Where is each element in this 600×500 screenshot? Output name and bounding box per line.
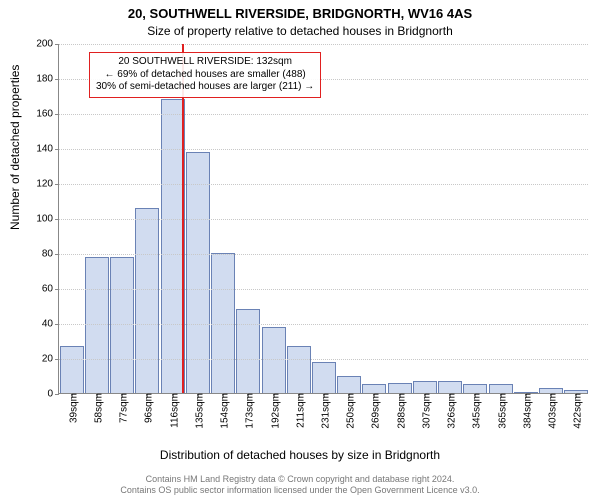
xtick-label: 250sqm [342,393,357,429]
ytick-label: 160 [36,109,59,120]
ytick-label: 180 [36,74,59,85]
xtick-label: 154sqm [216,393,231,429]
ytick-label: 200 [36,39,59,50]
ytick-label: 60 [42,284,59,295]
xtick-label: 384sqm [518,393,533,429]
plot-area: 02040608010012014016018020039sqm58sqm77s… [58,44,588,394]
histogram-bar [211,253,235,393]
histogram-bar [312,362,336,394]
ytick-label: 140 [36,144,59,155]
y-axis-label: Number of detached properties [8,65,22,230]
xtick-label: 326sqm [443,393,458,429]
histogram-bar [337,376,361,394]
histogram-bar [287,346,311,393]
xtick-label: 403sqm [544,393,559,429]
gridline [59,324,588,325]
ytick-label: 0 [47,389,59,400]
histogram-bar [489,384,513,393]
gridline [59,359,588,360]
annotation-line: 20 SOUTHWELL RIVERSIDE: 132sqm [96,56,314,69]
xtick-label: 422sqm [569,393,584,429]
histogram-bar [362,384,386,393]
chart-container: 20, SOUTHWELL RIVERSIDE, BRIDGNORTH, WV1… [0,0,600,500]
gridline [59,44,588,45]
xtick-label: 192sqm [266,393,281,429]
gridline [59,149,588,150]
gridline [59,184,588,185]
xtick-label: 173sqm [241,393,256,429]
ytick-label: 100 [36,214,59,225]
xtick-label: 39sqm [64,393,79,423]
annotation-line: 30% of semi-detached houses are larger (… [96,81,314,94]
histogram-bar [438,381,462,393]
histogram-bar [135,208,159,394]
histogram-bar [60,346,84,393]
ytick-label: 20 [42,354,59,365]
xtick-label: 288sqm [392,393,407,429]
annotation-line: ← 69% of detached houses are smaller (48… [96,69,314,82]
gridline [59,114,588,115]
gridline [59,219,588,220]
xtick-label: 211sqm [291,393,306,428]
histogram-bar [413,381,437,393]
xtick-label: 269sqm [367,393,382,429]
x-axis-label: Distribution of detached houses by size … [0,448,600,462]
xtick-label: 116sqm [165,393,180,428]
footer-line-1: Contains HM Land Registry data © Crown c… [0,474,600,485]
xtick-label: 345sqm [468,393,483,429]
histogram-bar [186,152,210,394]
xtick-label: 365sqm [493,393,508,429]
histogram-bar [388,383,412,394]
gridline [59,254,588,255]
annotation-box: 20 SOUTHWELL RIVERSIDE: 132sqm← 69% of d… [89,52,321,98]
xtick-label: 307sqm [417,393,432,429]
xtick-label: 96sqm [140,393,155,423]
xtick-label: 231sqm [317,393,332,429]
histogram-bar [463,384,487,393]
histogram-bar [236,309,260,393]
chart-title: 20, SOUTHWELL RIVERSIDE, BRIDGNORTH, WV1… [0,6,600,21]
chart-subtitle: Size of property relative to detached ho… [0,24,600,38]
gridline [59,289,588,290]
footer-line-2: Contains OS public sector information li… [0,485,600,496]
ytick-label: 40 [42,319,59,330]
histogram-bar [161,99,185,393]
xtick-label: 135sqm [190,393,205,429]
ytick-label: 120 [36,179,59,190]
footer-attribution: Contains HM Land Registry data © Crown c… [0,474,600,496]
ytick-label: 80 [42,249,59,260]
xtick-label: 58sqm [89,393,104,423]
xtick-label: 77sqm [115,393,130,423]
